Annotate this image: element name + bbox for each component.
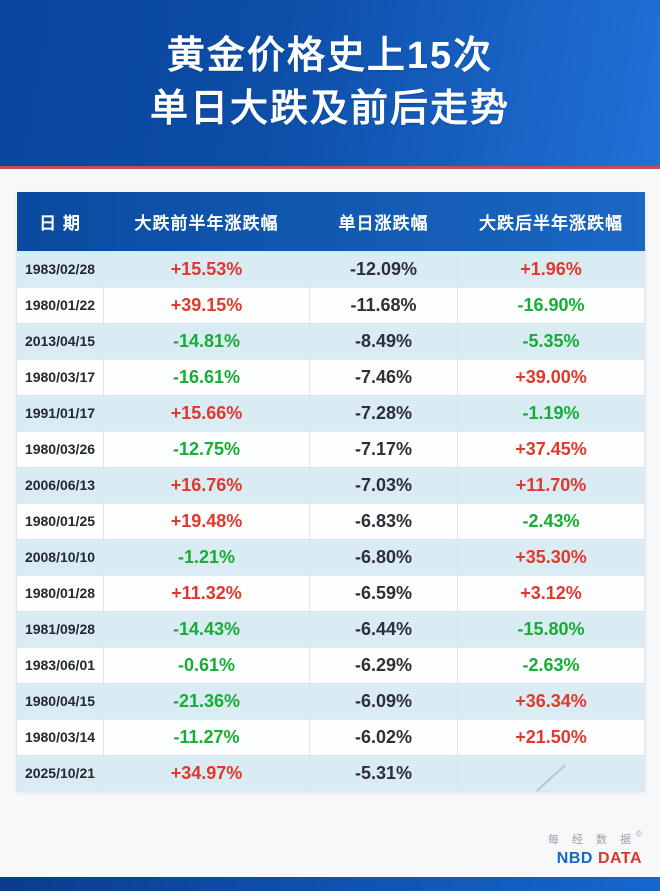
table-row: 1980/03/14 -11.27% -6.02% +21.50% <box>16 718 645 756</box>
cell-date: 1981/09/28 <box>16 610 104 648</box>
table-body: 1983/02/28 +15.53% -12.09% +1.96% 1980/01/22… <box>16 250 645 792</box>
cell-single-day-change: -8.49% <box>309 322 458 360</box>
bottom-accent-bar <box>0 877 660 891</box>
table-row: 2025/10/21 +34.97% -5.31% <box>16 754 645 792</box>
nbd-data-logo: 每 经 数 据© NBD DATA <box>548 829 642 869</box>
cell-before-change: +39.15% <box>103 286 310 324</box>
header-after-half-year: 大跌后半年涨跌幅 <box>479 213 623 233</box>
cell-after-change: +11.70% <box>457 466 645 504</box>
cell-date: 1980/03/26 <box>16 430 104 468</box>
cell-before-change: -0.61% <box>103 646 310 684</box>
table-row: 1980/01/22 +39.15% -11.68% -16.90% <box>16 286 645 324</box>
table-row: 1980/04/15 -21.36% -6.09% +36.34% <box>16 682 645 720</box>
cell-before-change: -11.27% <box>103 718 310 756</box>
cell-after-change: +3.12% <box>457 574 645 612</box>
cell-before-change: +16.76% <box>103 466 310 504</box>
cell-after-change: +35.30% <box>457 538 645 576</box>
cell-after-change: +36.34% <box>457 682 645 720</box>
header-date: 日 期 <box>39 213 81 233</box>
page-title-line1: 黄金价格史上15次 <box>166 35 494 77</box>
cell-single-day-change: -6.09% <box>309 682 458 720</box>
cell-date: 2006/06/13 <box>16 466 104 504</box>
cell-date: 2013/04/15 <box>16 322 104 360</box>
table-row: 2006/06/13 +16.76% -7.03% +11.70% <box>16 466 645 504</box>
cell-date: 2025/10/21 <box>16 754 104 792</box>
cell-date: 1980/03/17 <box>16 358 104 396</box>
cell-before-change: -16.61% <box>103 358 310 396</box>
table-header: 日 期 大跌前半年涨跌幅 单日涨跌幅 大跌后半年涨跌幅 <box>16 192 645 251</box>
cell-before-change: -1.21% <box>103 538 310 576</box>
cell-date: 1991/01/17 <box>16 394 104 432</box>
cell-after-change: -1.19% <box>457 394 645 432</box>
cell-after-change: +21.50% <box>457 718 645 756</box>
header-before-half-year: 大跌前半年涨跌幅 <box>134 213 279 233</box>
cell-date: 1980/01/25 <box>16 502 104 540</box>
table-row: 1983/02/28 +15.53% -12.09% +1.96% <box>16 250 645 288</box>
cell-single-day-change: -11.68% <box>309 286 458 324</box>
table-row: 1983/06/01 -0.61% -6.29% -2.63% <box>16 646 645 684</box>
cell-before-change: +19.48% <box>103 502 310 540</box>
page-title-line2: 单日大跌及前后走势 <box>149 88 510 130</box>
brand-nbd: NBD <box>556 850 593 867</box>
cell-single-day-change: -6.80% <box>309 538 458 576</box>
cell-after-change: +37.45% <box>457 430 645 468</box>
cell-date: 1980/01/22 <box>16 286 104 324</box>
cell-single-day-change: -7.28% <box>309 394 458 432</box>
cell-date: 1983/06/01 <box>16 646 104 684</box>
table-row: 2013/04/15 -14.81% -8.49% -5.35% <box>16 322 645 360</box>
cell-after-change <box>457 754 645 792</box>
cell-date: 1983/02/28 <box>16 250 104 288</box>
table-row: 1981/09/28 -14.43% -6.44% -15.80% <box>16 610 645 648</box>
cell-after-change: -5.35% <box>457 322 645 360</box>
cell-single-day-change: -6.83% <box>309 502 458 540</box>
cell-after-change: -2.43% <box>457 502 645 540</box>
table-row: 1980/01/28 +11.32% -6.59% +3.12% <box>16 574 645 612</box>
cell-single-day-change: -12.09% <box>309 250 458 288</box>
cell-single-day-change: -5.31% <box>309 754 458 792</box>
content-area: 日 期 大跌前半年涨跌幅 单日涨跌幅 大跌后半年涨跌幅 1983/02/28 +1… <box>0 169 660 877</box>
table-row: 1980/03/17 -16.61% -7.46% +39.00% <box>16 358 645 396</box>
empty-cell-slash <box>536 764 566 791</box>
brand-data: DATA <box>597 850 642 867</box>
cell-before-change: -14.43% <box>103 610 310 648</box>
cell-after-change: -16.90% <box>457 286 645 324</box>
cell-before-change: +15.66% <box>103 394 310 432</box>
brand-chinese: 每 经 数 据© <box>547 829 642 846</box>
header-single-day: 单日涨跌幅 <box>338 213 429 233</box>
cell-after-change: +39.00% <box>457 358 645 396</box>
cell-date: 2008/10/10 <box>16 538 104 576</box>
cell-single-day-change: -7.03% <box>309 466 458 504</box>
header-banner: 黄金价格史上15次 单日大跌及前后走势 <box>0 0 660 169</box>
table-row: 1980/03/26 -12.75% -7.17% +37.45% <box>16 430 645 468</box>
cell-before-change: +15.53% <box>103 250 310 288</box>
cell-single-day-change: -7.46% <box>309 358 458 396</box>
cell-before-change: +34.97% <box>103 754 310 792</box>
gold-drops-table: 日 期 大跌前半年涨跌幅 单日涨跌幅 大跌后半年涨跌幅 1983/02/28 +1… <box>16 192 645 792</box>
cell-after-change: -15.80% <box>457 610 645 648</box>
cell-date: 1980/01/28 <box>16 574 104 612</box>
cell-before-change: +11.32% <box>103 574 310 612</box>
cell-after-change: +1.96% <box>457 250 645 288</box>
copyright-mark: © <box>636 829 642 839</box>
cell-date: 1980/03/14 <box>16 718 104 756</box>
cell-date: 1980/04/15 <box>16 682 104 720</box>
table-row: 1980/01/25 +19.48% -6.83% -2.43% <box>16 502 645 540</box>
cell-before-change: -12.75% <box>103 430 310 468</box>
cell-after-change: -2.63% <box>457 646 645 684</box>
cell-before-change: -14.81% <box>103 322 310 360</box>
cell-single-day-change: -6.44% <box>309 610 458 648</box>
page-title: 黄金价格史上15次 单日大跌及前后走势 <box>150 30 510 136</box>
table-row: 1991/01/17 +15.66% -7.28% -1.19% <box>16 394 645 432</box>
table-header-row: 日 期 大跌前半年涨跌幅 单日涨跌幅 大跌后半年涨跌幅 <box>16 192 645 251</box>
cell-single-day-change: -6.59% <box>309 574 458 612</box>
cell-before-change: -21.36% <box>103 682 310 720</box>
cell-single-day-change: -6.02% <box>309 718 458 756</box>
cell-single-day-change: -7.17% <box>309 430 458 468</box>
cell-single-day-change: -6.29% <box>309 646 458 684</box>
brand-english: NBD DATA <box>548 849 642 869</box>
table-row: 2008/10/10 -1.21% -6.80% +35.30% <box>16 538 645 576</box>
